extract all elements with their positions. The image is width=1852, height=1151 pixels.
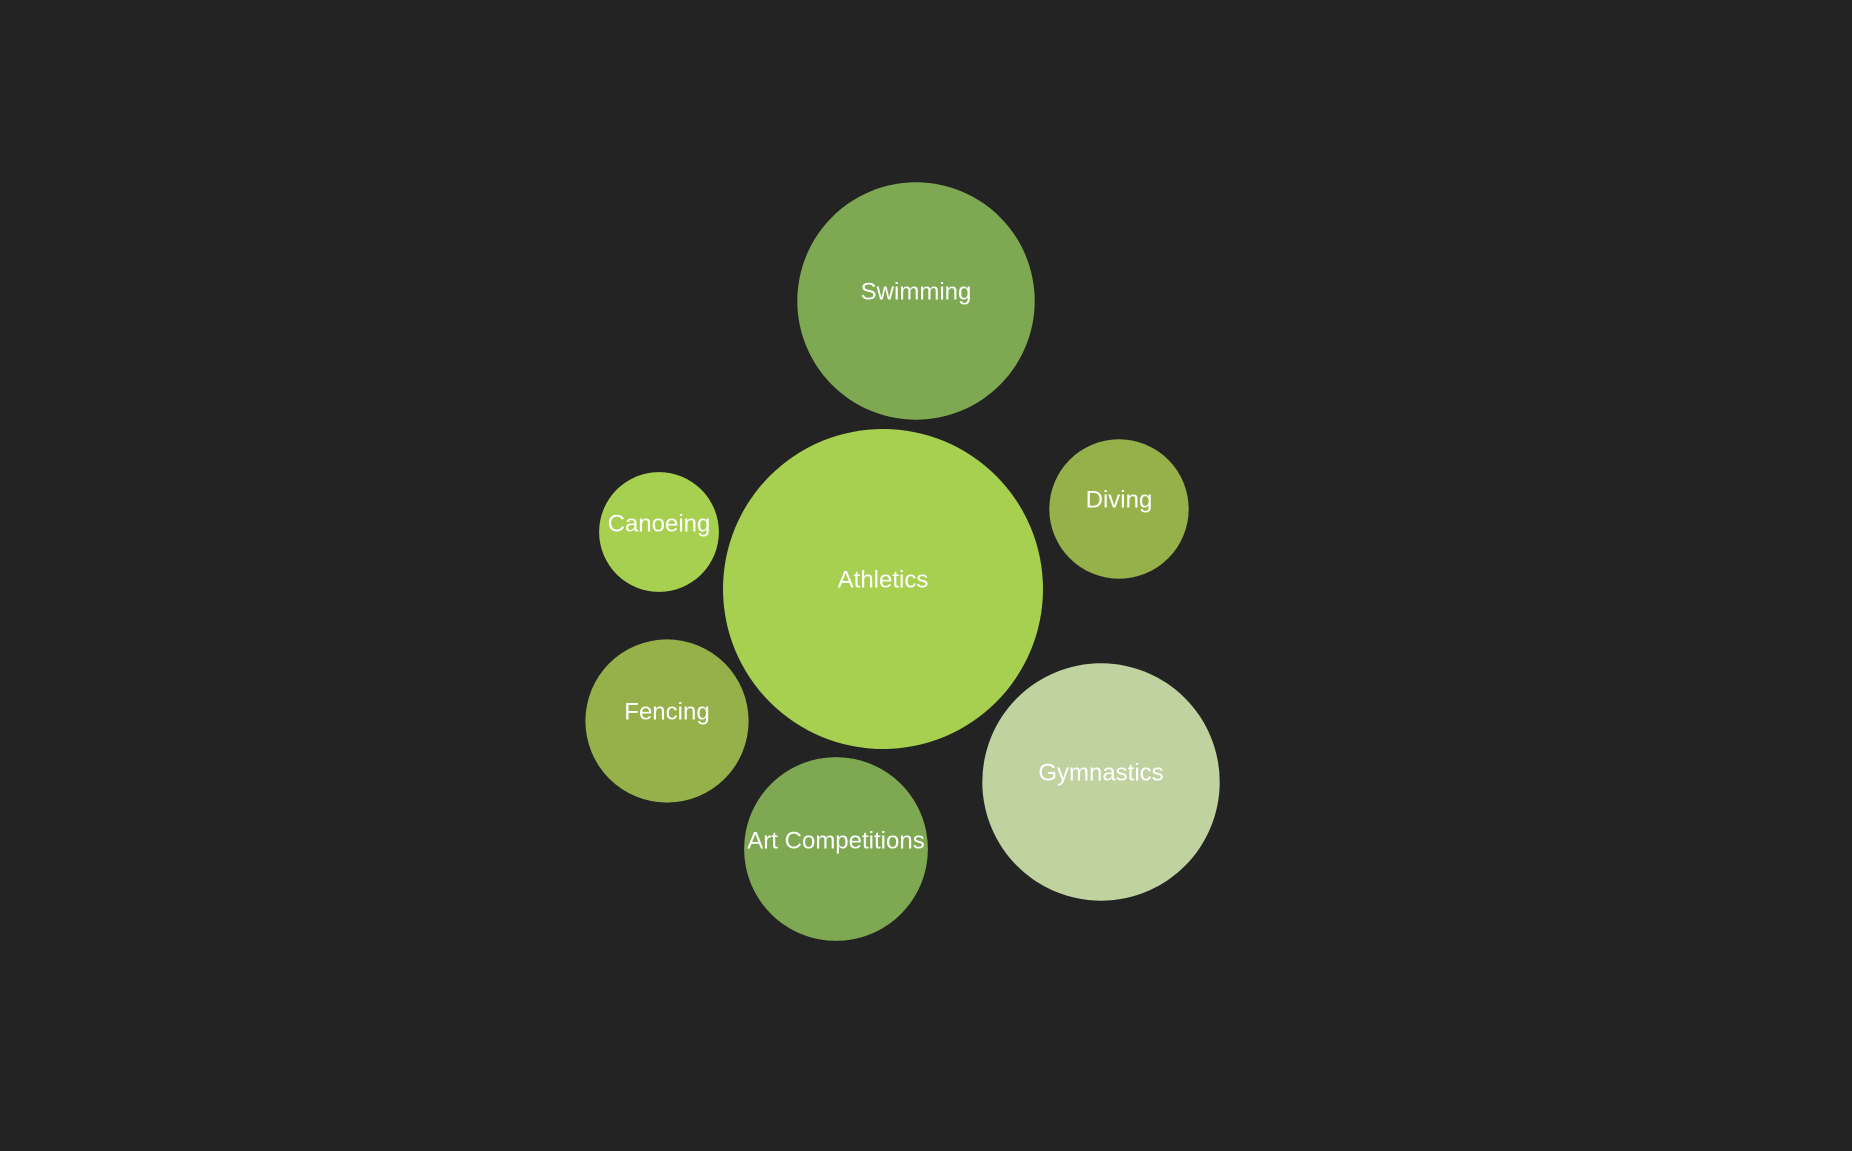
bubble-label-athletics: Athletics <box>838 566 929 593</box>
bubble-circle-diving[interactable] <box>1049 439 1189 579</box>
bubble-circle-athletics[interactable] <box>723 429 1043 749</box>
bubble-circle-art-competitions[interactable] <box>744 757 928 941</box>
bubble-circle-canoeing[interactable] <box>599 472 719 592</box>
bubble-athletics[interactable]: Athletics <box>723 429 1043 749</box>
bubble-circle-fencing[interactable] <box>585 639 749 803</box>
bubble-gymnastics[interactable]: Gymnastics <box>982 663 1220 901</box>
bubble-art-competitions[interactable]: Art Competitions <box>744 757 928 941</box>
bubble-circle-swimming[interactable] <box>797 182 1035 420</box>
bubble-label-swimming: Swimming <box>861 278 972 305</box>
bubble-label-canoeing: Canoeing <box>608 510 711 537</box>
bubble-label-fencing: Fencing <box>624 698 709 725</box>
bubble-label-gymnastics: Gymnastics <box>1038 759 1163 786</box>
bubble-fencing[interactable]: Fencing <box>585 639 749 803</box>
bubble-canoeing[interactable]: Canoeing <box>599 472 719 592</box>
bubble-swimming[interactable]: Swimming <box>797 182 1035 420</box>
bubble-diving[interactable]: Diving <box>1049 439 1189 579</box>
bubble-label-diving: Diving <box>1086 486 1153 513</box>
bubble-label-art-competitions: Art Competitions <box>747 827 924 854</box>
bubble-circle-gymnastics[interactable] <box>982 663 1220 901</box>
